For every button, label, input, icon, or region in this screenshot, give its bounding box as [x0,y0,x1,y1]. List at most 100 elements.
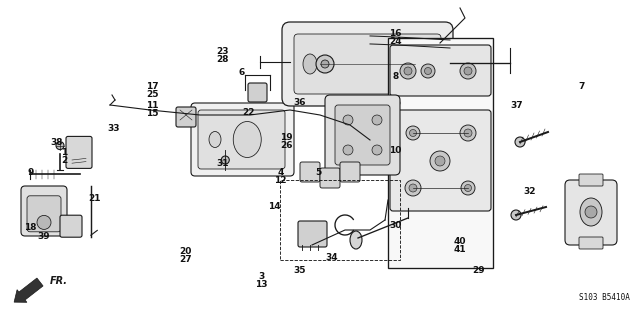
Ellipse shape [209,132,221,148]
Circle shape [392,99,400,107]
FancyBboxPatch shape [282,22,453,106]
FancyBboxPatch shape [565,180,617,245]
Text: 6: 6 [239,68,245,76]
Circle shape [461,181,475,195]
Circle shape [464,129,472,137]
FancyBboxPatch shape [248,83,267,102]
Text: 15: 15 [146,109,159,118]
Text: 2: 2 [61,156,67,164]
Text: S103 B5410A: S103 B5410A [579,293,630,302]
FancyBboxPatch shape [390,45,491,96]
Circle shape [404,67,412,75]
Circle shape [400,63,416,79]
Circle shape [321,60,329,68]
Ellipse shape [580,198,602,226]
Circle shape [372,145,382,155]
Bar [280,180,400,260]
Text: FR.: FR. [50,276,68,286]
Text: 36: 36 [293,98,306,107]
Text: 28: 28 [216,55,229,64]
Bar [388,38,493,268]
Text: 5: 5 [316,168,322,177]
FancyBboxPatch shape [325,95,400,175]
Text: 33: 33 [108,124,120,132]
Circle shape [424,68,431,75]
Circle shape [515,137,525,147]
FancyBboxPatch shape [60,215,82,237]
Text: 21: 21 [88,194,101,203]
Text: 14: 14 [268,202,280,211]
Text: 11: 11 [146,101,159,110]
Text: 31: 31 [216,159,229,168]
FancyBboxPatch shape [294,34,441,94]
Circle shape [585,206,597,218]
Ellipse shape [303,54,317,74]
Text: 8: 8 [392,72,399,81]
FancyBboxPatch shape [320,168,340,188]
Circle shape [460,63,476,79]
Circle shape [372,115,382,125]
Circle shape [511,210,521,220]
Circle shape [435,156,445,166]
Circle shape [343,145,353,155]
Text: 10: 10 [389,146,402,155]
Text: 35: 35 [293,266,306,275]
Text: 1: 1 [61,148,67,156]
FancyBboxPatch shape [66,136,92,168]
Text: 19: 19 [280,133,293,142]
Circle shape [343,115,353,125]
Text: 39: 39 [37,232,50,241]
FancyBboxPatch shape [335,105,390,165]
Text: 26: 26 [280,141,293,150]
Text: 37: 37 [511,101,524,110]
Text: 38: 38 [50,138,63,147]
Text: 29: 29 [472,266,485,275]
Circle shape [221,156,229,164]
Circle shape [422,85,428,91]
Text: 40: 40 [453,237,466,246]
Text: 18: 18 [24,223,37,232]
FancyBboxPatch shape [27,196,61,232]
Text: 34: 34 [325,253,338,262]
Circle shape [37,215,51,229]
Circle shape [460,125,476,141]
FancyBboxPatch shape [21,186,67,236]
Text: 9: 9 [28,168,34,177]
Text: 23: 23 [216,47,229,56]
Circle shape [56,141,64,150]
Circle shape [316,55,334,73]
Text: 32: 32 [524,188,536,196]
FancyBboxPatch shape [198,110,285,169]
Text: 24: 24 [389,37,402,46]
Text: 41: 41 [453,245,466,254]
Text: 30: 30 [389,221,402,230]
Ellipse shape [350,231,362,249]
Circle shape [405,180,421,196]
Circle shape [465,185,472,191]
FancyBboxPatch shape [579,174,603,186]
Circle shape [406,126,420,140]
Text: 13: 13 [255,280,268,289]
FancyBboxPatch shape [191,103,294,176]
FancyBboxPatch shape [390,110,491,211]
Text: 4: 4 [277,168,284,177]
Text: 25: 25 [146,90,159,99]
Text: 27: 27 [179,255,192,264]
Text: 22: 22 [242,108,255,116]
Text: 16: 16 [389,29,402,38]
Circle shape [418,81,432,95]
FancyBboxPatch shape [300,162,320,182]
FancyBboxPatch shape [579,237,603,249]
Circle shape [421,64,435,78]
Circle shape [410,130,417,137]
FancyBboxPatch shape [176,107,196,127]
Text: 12: 12 [274,176,287,185]
Text: 7: 7 [578,82,584,91]
Circle shape [430,151,450,171]
FancyBboxPatch shape [298,221,327,247]
FancyArrow shape [14,278,43,302]
FancyBboxPatch shape [340,162,360,182]
Ellipse shape [403,54,417,74]
Circle shape [464,67,472,75]
Text: 20: 20 [179,247,192,256]
